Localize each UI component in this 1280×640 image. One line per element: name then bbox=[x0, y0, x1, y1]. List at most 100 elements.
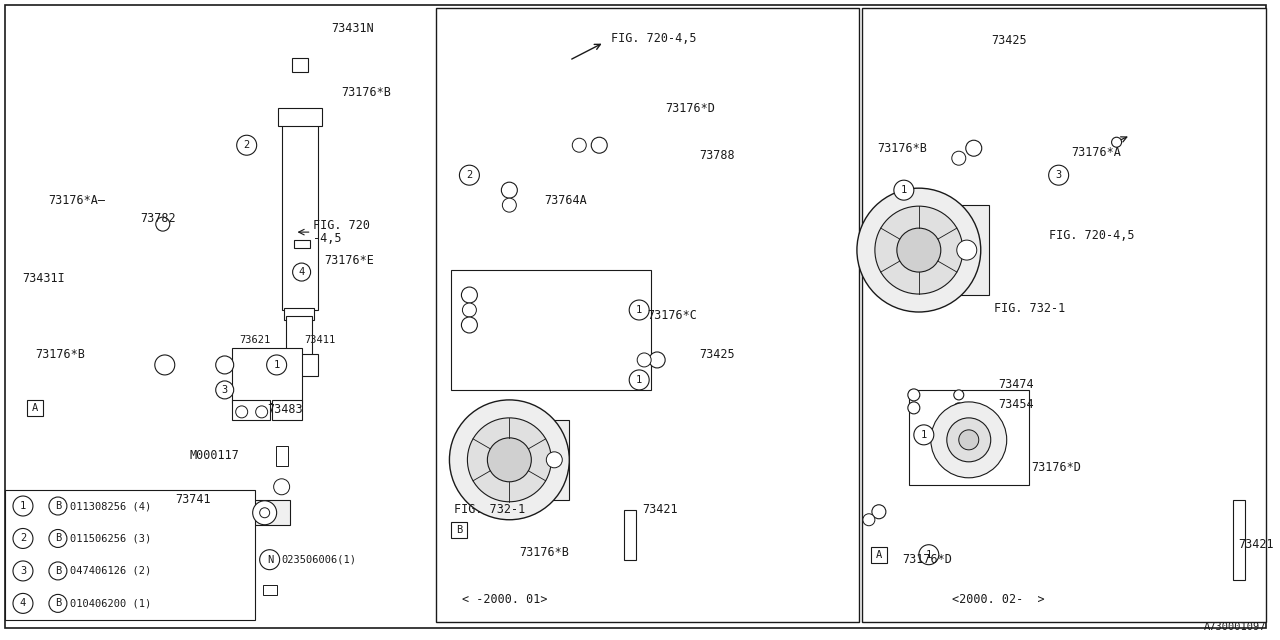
Text: 73176*D: 73176*D bbox=[902, 553, 952, 566]
Circle shape bbox=[914, 425, 934, 445]
Circle shape bbox=[919, 545, 938, 564]
Text: FIG. 720-4,5: FIG. 720-4,5 bbox=[612, 32, 696, 45]
Text: A: A bbox=[32, 403, 38, 413]
Text: 73176*B: 73176*B bbox=[520, 546, 570, 559]
Text: 4: 4 bbox=[298, 267, 305, 277]
Circle shape bbox=[49, 595, 67, 612]
Text: B: B bbox=[55, 598, 61, 609]
Text: N: N bbox=[268, 555, 274, 564]
Circle shape bbox=[591, 137, 607, 153]
Text: M000117: M000117 bbox=[189, 449, 239, 462]
Text: -4,5: -4,5 bbox=[312, 232, 340, 244]
Circle shape bbox=[956, 240, 977, 260]
Circle shape bbox=[931, 402, 1007, 478]
Circle shape bbox=[1111, 137, 1121, 147]
Circle shape bbox=[236, 406, 248, 418]
Bar bbox=[239, 500, 289, 525]
Circle shape bbox=[908, 402, 920, 414]
Circle shape bbox=[13, 561, 33, 581]
Circle shape bbox=[954, 390, 964, 400]
Text: 73176*E: 73176*E bbox=[325, 253, 375, 267]
Bar bbox=[544, 445, 564, 475]
Bar bbox=[909, 390, 1029, 484]
Circle shape bbox=[966, 140, 982, 156]
Circle shape bbox=[1048, 165, 1069, 185]
Circle shape bbox=[863, 514, 876, 525]
Text: 73176*A—: 73176*A— bbox=[47, 194, 105, 207]
Circle shape bbox=[461, 317, 477, 333]
Bar bbox=[5, 490, 255, 620]
Circle shape bbox=[572, 138, 586, 152]
Text: 011506256 (3): 011506256 (3) bbox=[70, 534, 151, 543]
Circle shape bbox=[256, 406, 268, 418]
Bar bbox=[279, 354, 317, 376]
Text: 73431I: 73431I bbox=[22, 271, 65, 285]
Circle shape bbox=[630, 300, 649, 320]
Text: <2000. 02-  >: <2000. 02- > bbox=[952, 593, 1044, 606]
Bar bbox=[452, 522, 467, 538]
Bar bbox=[934, 205, 988, 295]
Text: 2: 2 bbox=[20, 534, 26, 543]
Text: 3: 3 bbox=[221, 385, 228, 395]
Bar bbox=[271, 400, 302, 420]
Text: 1: 1 bbox=[901, 185, 908, 195]
Text: 73782: 73782 bbox=[140, 212, 175, 225]
Circle shape bbox=[872, 505, 886, 519]
Circle shape bbox=[954, 403, 964, 413]
Text: 2: 2 bbox=[243, 140, 250, 150]
Circle shape bbox=[488, 438, 531, 482]
Text: 023506006(1): 023506006(1) bbox=[282, 555, 357, 564]
Circle shape bbox=[630, 370, 649, 390]
Circle shape bbox=[13, 529, 33, 548]
Text: 73176*D: 73176*D bbox=[1032, 461, 1082, 474]
Text: 73421: 73421 bbox=[643, 503, 678, 516]
Bar bbox=[452, 270, 652, 390]
Text: 4: 4 bbox=[20, 598, 26, 609]
Text: 1: 1 bbox=[274, 360, 280, 370]
Text: 011308256 (4): 011308256 (4) bbox=[70, 501, 151, 511]
Text: FIG. 720: FIG. 720 bbox=[312, 219, 370, 232]
Circle shape bbox=[502, 198, 516, 212]
Bar bbox=[262, 585, 276, 595]
Text: 1: 1 bbox=[920, 430, 927, 440]
Text: A: A bbox=[876, 550, 882, 560]
Bar bbox=[625, 509, 636, 560]
Text: 73176*C: 73176*C bbox=[648, 308, 698, 321]
Circle shape bbox=[252, 500, 276, 525]
Circle shape bbox=[260, 550, 279, 570]
Circle shape bbox=[13, 496, 33, 516]
Circle shape bbox=[460, 165, 480, 185]
Text: FIG. 732-1: FIG. 732-1 bbox=[454, 503, 526, 516]
Circle shape bbox=[897, 228, 941, 272]
Text: A730001097: A730001097 bbox=[1204, 621, 1266, 632]
Circle shape bbox=[893, 180, 914, 200]
Circle shape bbox=[13, 593, 33, 613]
Text: 3: 3 bbox=[20, 566, 26, 576]
Text: 73621: 73621 bbox=[239, 335, 270, 345]
Bar bbox=[861, 8, 1266, 621]
Bar bbox=[284, 308, 314, 320]
Circle shape bbox=[274, 479, 289, 495]
Text: 73764A: 73764A bbox=[544, 194, 588, 207]
Bar bbox=[282, 120, 317, 310]
Text: 73176*B: 73176*B bbox=[35, 348, 84, 362]
Text: 73421: 73421 bbox=[1239, 538, 1274, 551]
Text: < -2000. 01>: < -2000. 01> bbox=[462, 593, 547, 606]
Circle shape bbox=[266, 355, 287, 375]
Circle shape bbox=[49, 497, 67, 515]
Text: 73454: 73454 bbox=[998, 398, 1034, 412]
Text: B: B bbox=[55, 534, 61, 543]
Circle shape bbox=[237, 135, 257, 156]
Text: 1: 1 bbox=[20, 501, 26, 511]
Circle shape bbox=[49, 529, 67, 547]
Text: 73176*B: 73176*B bbox=[342, 86, 392, 99]
Circle shape bbox=[952, 151, 966, 165]
Text: 73176*A: 73176*A bbox=[1071, 146, 1121, 159]
Text: FIG. 732-1: FIG. 732-1 bbox=[993, 301, 1065, 314]
Bar bbox=[285, 316, 311, 356]
Circle shape bbox=[449, 400, 570, 520]
Circle shape bbox=[216, 356, 234, 374]
Text: 3: 3 bbox=[1056, 170, 1062, 180]
Circle shape bbox=[637, 353, 652, 367]
Circle shape bbox=[155, 355, 175, 375]
